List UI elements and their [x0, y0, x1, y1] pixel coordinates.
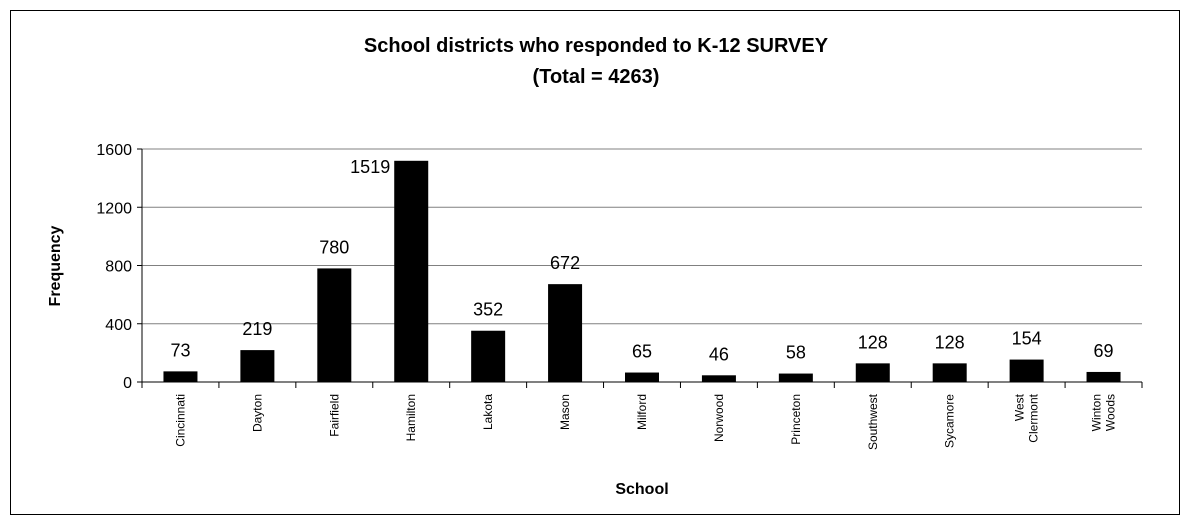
chart-subtitle: (Total = 4263) [533, 66, 660, 88]
y-tick-label: 0 [123, 375, 132, 392]
category-label: Norwood [712, 394, 726, 442]
bar [778, 373, 813, 382]
category-label: Dayton [250, 394, 264, 432]
y-tick-label: 1200 [96, 200, 132, 217]
bar [394, 160, 429, 382]
category-label-line: Norwood [712, 394, 726, 442]
category-label: Lakota [481, 394, 495, 430]
category-label: Mason [558, 394, 572, 430]
bar [471, 330, 506, 382]
category-label: Fairfield [327, 394, 341, 437]
data-label: 780 [319, 237, 349, 257]
data-label: 154 [1012, 329, 1042, 349]
bar [932, 363, 967, 382]
category-label-line: Lakota [481, 394, 495, 430]
category-label: West Clermont [1013, 393, 1041, 442]
category-label: Sycamore [943, 394, 957, 448]
category-label-line: Sycamore [943, 394, 957, 448]
category-label-line: Hamilton [404, 394, 418, 441]
bar [1009, 359, 1044, 382]
data-label: 1519 [350, 157, 390, 177]
bar [163, 371, 198, 382]
data-label: 219 [242, 319, 272, 339]
bar [548, 284, 583, 382]
category-label: Princeton [789, 394, 803, 445]
data-label: 69 [1094, 341, 1114, 361]
category-label: Milford [635, 394, 649, 430]
category-label: Winton Woods [1090, 394, 1118, 431]
data-label: 128 [935, 332, 965, 352]
bar [625, 372, 659, 382]
y-tick-label: 1600 [96, 142, 132, 159]
bar [855, 363, 890, 382]
category-label: Southwest [866, 393, 880, 450]
category-label-line: Woods [1104, 394, 1118, 431]
bar [240, 350, 275, 382]
category-label-line: Winton [1090, 394, 1104, 431]
category-label: Hamilton [404, 394, 418, 441]
y-axis-title: Frequency [47, 225, 64, 306]
bar [1086, 371, 1121, 382]
category-label-line: Milford [635, 394, 649, 430]
data-label: 58 [786, 343, 806, 363]
data-label: 128 [858, 332, 888, 352]
data-label: 46 [709, 344, 729, 364]
chart-title: School districts who responded to K-12 S… [364, 35, 829, 57]
data-label: 73 [170, 340, 190, 360]
data-label: 65 [632, 342, 652, 362]
data-label: 672 [550, 253, 580, 273]
x-axis-title: School [615, 481, 668, 498]
category-label-line: Princeton [789, 394, 803, 445]
y-tick-label: 400 [105, 317, 132, 334]
category-label-line: Cincinnati [173, 394, 187, 447]
category-label-line: West [1013, 393, 1027, 421]
category-label: Cincinnati [173, 394, 187, 447]
category-label-line: Fairfield [327, 394, 341, 437]
category-label-line: Southwest [866, 393, 880, 450]
bar [701, 375, 736, 382]
category-label-line: Mason [558, 394, 572, 430]
category-label-line: Clermont [1027, 393, 1041, 442]
category-label-line: Dayton [250, 394, 264, 432]
bar [317, 268, 352, 382]
chart-frame [10, 10, 1180, 515]
data-label: 352 [473, 300, 503, 320]
y-tick-label: 800 [105, 259, 132, 276]
